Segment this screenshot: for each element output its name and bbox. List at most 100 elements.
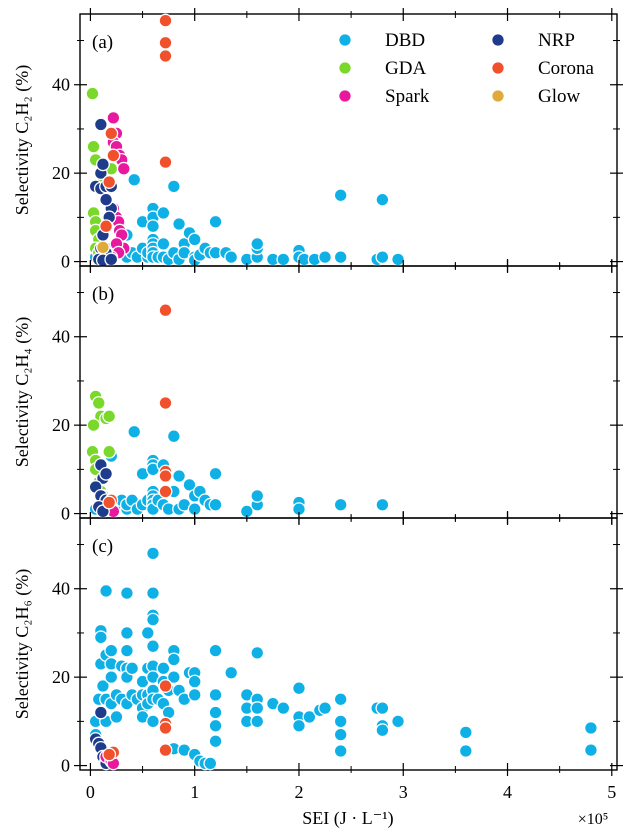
data-point	[250, 645, 265, 660]
panel-frame	[79, 517, 618, 771]
data-point	[172, 217, 187, 231]
y-tick-label: 0	[61, 504, 70, 524]
data-point	[208, 643, 223, 658]
data-point	[146, 639, 160, 654]
y-tick-label: 0	[61, 252, 70, 272]
data-point	[292, 681, 306, 696]
data-point	[146, 219, 160, 234]
data-point	[119, 625, 134, 640]
data-point	[250, 714, 265, 729]
y-tick-label: 40	[52, 327, 70, 347]
series-corona	[102, 303, 173, 510]
data-point	[318, 701, 332, 716]
panel-a-ylabel: Selectivity C₂H₂ (%)	[12, 65, 33, 216]
data-point	[146, 586, 160, 601]
x-tick-label: 3	[399, 782, 408, 802]
data-point	[93, 630, 108, 645]
data-point	[119, 643, 134, 658]
x-tick-label: 1	[190, 782, 199, 802]
data-point	[93, 705, 108, 720]
data-point	[166, 652, 181, 667]
legend-label: Corona	[538, 58, 595, 79]
data-point	[203, 756, 218, 771]
data-point	[276, 701, 291, 716]
data-point	[208, 718, 223, 733]
data-point	[158, 396, 173, 411]
data-point	[375, 497, 390, 512]
panel-label: (b)	[92, 284, 114, 305]
data-point	[106, 148, 121, 163]
data-point	[99, 466, 114, 481]
data-point	[102, 409, 117, 424]
x-tick-label: 0	[86, 782, 95, 802]
data-point	[95, 157, 110, 172]
data-point	[187, 687, 202, 702]
data-point	[318, 250, 332, 265]
data-point	[158, 303, 173, 318]
data-point	[187, 674, 202, 689]
data-point	[86, 139, 101, 154]
data-point	[208, 214, 223, 229]
panel-1: 0 20 40 (b)	[52, 260, 623, 524]
series-dbd	[88, 546, 598, 771]
data-point	[333, 714, 348, 729]
panel-label: (c)	[92, 536, 113, 557]
data-point	[208, 466, 223, 481]
data-point	[146, 546, 160, 561]
data-point	[458, 744, 473, 758]
data-point	[158, 743, 173, 758]
data-point	[333, 250, 348, 265]
legend-marker	[338, 61, 352, 75]
legend-marker	[491, 33, 505, 47]
data-point	[224, 665, 239, 680]
data-point	[250, 488, 265, 503]
y-tick-label: 0	[61, 756, 70, 776]
data-point	[172, 469, 187, 483]
data-point	[391, 714, 405, 729]
data-point	[125, 661, 140, 676]
data-point	[583, 721, 598, 735]
x-tick-label: 4	[503, 782, 512, 802]
data-point	[106, 110, 121, 125]
data-point	[250, 236, 265, 251]
data-point	[208, 687, 223, 702]
data-point	[95, 679, 110, 693]
y-tick-label: 40	[52, 75, 70, 95]
y-tick-label: 20	[52, 415, 70, 435]
data-point	[276, 252, 291, 267]
data-point	[158, 35, 173, 50]
x-tick-label: 2	[294, 782, 303, 802]
data-point	[104, 126, 119, 141]
data-point	[158, 721, 173, 735]
data-point	[156, 661, 171, 676]
data-point	[86, 418, 101, 433]
data-point	[85, 86, 100, 101]
data-point	[208, 705, 223, 720]
data-point	[109, 709, 124, 724]
panel-0: 0 20 40 (a) DBD GDA Spark NRP Corona Glow	[52, 8, 623, 272]
y-tick-label: 20	[52, 667, 70, 687]
legend-label: DBD	[385, 30, 425, 51]
data-point	[116, 161, 131, 176]
data-point	[302, 709, 317, 724]
legend-marker	[338, 33, 352, 47]
data-point	[104, 643, 119, 658]
data-point	[166, 670, 181, 685]
data-point	[146, 714, 160, 729]
data-point	[292, 718, 306, 733]
data-point	[333, 692, 348, 707]
data-point	[99, 219, 114, 234]
panel-2: 0 20 40 0 1 2 3 4 5 (c)	[52, 512, 623, 802]
panel-label: (a)	[92, 32, 113, 53]
data-point	[375, 250, 390, 265]
series-glow	[95, 240, 110, 255]
data-point	[166, 179, 181, 194]
data-point	[127, 424, 142, 439]
data-point	[224, 250, 239, 265]
data-point	[102, 747, 117, 762]
data-point	[375, 723, 390, 738]
data-point	[458, 725, 473, 740]
data-point	[99, 192, 114, 207]
x-axis-multiplier: ×10⁵	[578, 811, 609, 828]
